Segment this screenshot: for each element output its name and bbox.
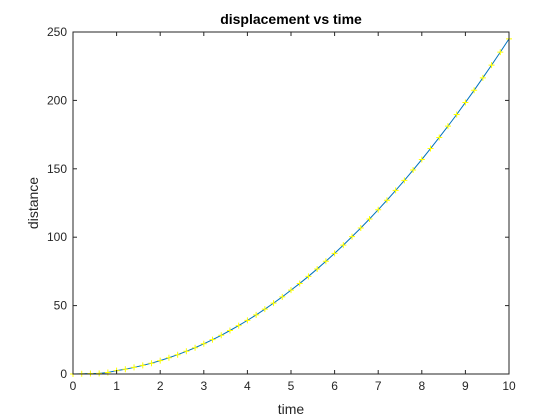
data-point-marker <box>488 62 495 69</box>
data-point-marker <box>183 348 190 355</box>
x-tick-label: 8 <box>418 379 425 393</box>
data-point-marker <box>375 206 382 213</box>
y-tick-label: 0 <box>60 367 67 381</box>
data-point-marker <box>322 258 329 265</box>
data-point-marker <box>209 336 216 343</box>
data-point-marker <box>471 87 478 94</box>
data-point-marker <box>279 293 286 300</box>
data-point-marker <box>157 357 164 364</box>
data-point-marker <box>261 306 268 313</box>
data-point-marker <box>288 287 294 294</box>
data-point-marker <box>270 300 277 307</box>
data-point-marker <box>331 250 338 257</box>
plot-area <box>73 32 509 374</box>
data-point-marker <box>418 156 425 163</box>
y-tick-label: 100 <box>47 230 67 244</box>
data-point-marker <box>349 233 356 240</box>
data-point-marker <box>366 216 373 223</box>
data-point-marker <box>305 273 312 280</box>
x-tick-label: 5 <box>288 379 295 393</box>
data-point-marker <box>200 340 207 347</box>
data-point-marker <box>192 344 199 351</box>
data-point-marker <box>453 111 460 118</box>
data-point-marker <box>174 351 181 358</box>
data-point-marker <box>218 332 225 339</box>
data-point-marker <box>235 322 242 329</box>
chart-title: displacement vs time <box>220 11 362 27</box>
data-point-marker <box>96 370 103 377</box>
data-point-marker <box>131 364 138 371</box>
data-point-marker <box>427 145 434 152</box>
data-point-marker <box>139 362 146 369</box>
data-point-marker <box>148 360 155 367</box>
x-tick-label: 10 <box>502 379 516 393</box>
data-point-marker <box>401 177 408 184</box>
x-tick-label: 9 <box>462 379 469 393</box>
x-tick-label: 4 <box>244 379 251 393</box>
y-tick-label: 250 <box>47 25 67 39</box>
data-point-marker <box>497 49 504 56</box>
data-point-marker <box>462 99 469 106</box>
data-point-marker <box>340 242 347 249</box>
x-axis-label: time <box>278 401 305 417</box>
x-tick-label: 6 <box>331 379 338 393</box>
x-tick-label: 2 <box>157 379 164 393</box>
y-tick-label: 50 <box>54 299 68 313</box>
data-point-marker <box>253 311 260 318</box>
data-point-marker <box>436 134 443 141</box>
data-point-marker <box>122 366 129 373</box>
data-point-marker <box>444 123 451 130</box>
data-point-marker <box>410 167 417 174</box>
data-point-marker <box>244 317 251 324</box>
data-point-marker <box>226 327 233 334</box>
data-point-marker <box>383 197 390 204</box>
data-point-marker <box>314 265 321 272</box>
y-tick-label: 150 <box>47 162 67 176</box>
y-axis-label: distance <box>25 177 41 229</box>
data-point-marker <box>296 280 303 287</box>
data-point-marker <box>357 225 364 232</box>
data-point-marker <box>392 187 399 194</box>
x-tick-label: 1 <box>113 379 120 393</box>
x-tick-label: 7 <box>375 379 382 393</box>
x-tick-label: 0 <box>70 379 77 393</box>
data-point-marker <box>165 354 172 361</box>
y-tick-label: 200 <box>47 93 67 107</box>
data-point-marker <box>479 74 486 81</box>
x-tick-label: 3 <box>200 379 207 393</box>
data-point-marker <box>87 370 94 377</box>
